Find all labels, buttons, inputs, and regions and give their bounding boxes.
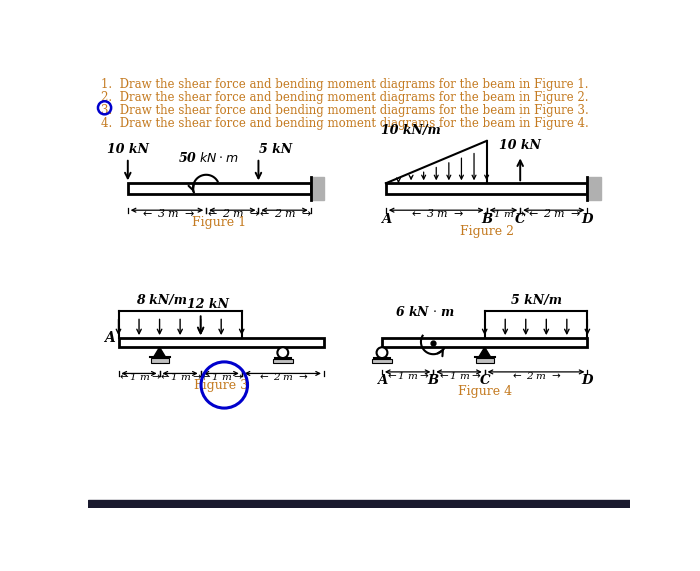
Text: $\leftarrow$ 3 m $\rightarrow$: $\leftarrow$ 3 m $\rightarrow$ (409, 207, 463, 219)
Bar (587, 177, 601, 200)
Text: $\leftarrow$ 3 m $\rightarrow$: $\leftarrow$ 3 m $\rightarrow$ (139, 207, 195, 219)
Text: $\leftarrow$1 m$\rightarrow$: $\leftarrow$1 m$\rightarrow$ (199, 371, 244, 383)
Text: D: D (582, 214, 593, 226)
Circle shape (377, 347, 387, 358)
Bar (382, 338, 587, 347)
Bar (88, 501, 630, 508)
Text: $\leftarrow$1 m$\rightarrow$: $\leftarrow$1 m$\rightarrow$ (437, 370, 482, 381)
Text: D: D (582, 374, 593, 387)
Bar (386, 183, 587, 194)
Text: 10 kN: 10 kN (107, 143, 148, 156)
Bar (118, 338, 324, 347)
Bar (311, 177, 324, 200)
Text: C: C (515, 214, 526, 226)
Text: A: A (377, 374, 387, 387)
Polygon shape (153, 347, 166, 357)
Bar (273, 359, 293, 363)
Text: 3.  Draw the shear force and bending moment diagrams for the beam in Figure 3.: 3. Draw the shear force and bending mome… (102, 104, 589, 117)
Text: Figure 2: Figure 2 (460, 225, 514, 238)
Text: $\leftarrow$ 2 m $\rightarrow$: $\leftarrow$ 2 m $\rightarrow$ (257, 371, 309, 383)
Text: $\leftarrow$ 2 m $\rightarrow$: $\leftarrow$ 2 m $\rightarrow$ (526, 207, 581, 219)
Text: Figure 1: Figure 1 (193, 216, 246, 228)
Text: 6 kN $\cdot$ m: 6 kN $\cdot$ m (395, 305, 456, 319)
Text: A: A (104, 331, 115, 345)
Text: 4.  Draw the shear force and bending moment diagrams for the beam in Figure 4.: 4. Draw the shear force and bending mome… (102, 117, 589, 130)
Text: 8 kN/m: 8 kN/m (136, 294, 187, 307)
Text: 5 kN/m: 5 kN/m (510, 294, 561, 307)
Text: $\leftarrow$ 2 m $\rightarrow$: $\leftarrow$ 2 m $\rightarrow$ (205, 207, 260, 219)
Text: B: B (428, 374, 439, 387)
Text: B: B (481, 214, 492, 226)
Text: $\leftarrow$1 m$\rightarrow$: $\leftarrow$1 m$\rightarrow$ (158, 371, 202, 383)
Text: 2.  Draw the shear force and bending moment diagrams for the beam in Figure 2.: 2. Draw the shear force and bending mome… (102, 91, 589, 104)
Text: $\leftarrow$ 2 m $\rightarrow$: $\leftarrow$ 2 m $\rightarrow$ (257, 207, 312, 219)
Text: $\leftarrow$1 m$\rightarrow$: $\leftarrow$1 m$\rightarrow$ (385, 370, 430, 381)
Bar (128, 183, 311, 194)
Bar (372, 359, 392, 363)
Text: Figure 4: Figure 4 (458, 385, 512, 398)
Text: 5 kN: 5 kN (259, 143, 292, 156)
Text: Figure 3: Figure 3 (194, 379, 248, 392)
Text: 12 kN: 12 kN (188, 298, 230, 311)
Text: 1.  Draw the shear force and bending moment diagrams for the beam in Figure 1.: 1. Draw the shear force and bending mome… (102, 78, 589, 91)
Bar (475, 358, 493, 363)
Circle shape (277, 347, 288, 358)
Text: 10 kN: 10 kN (499, 139, 541, 151)
Text: 50 $kN \cdot m$: 50 $kN \cdot m$ (178, 151, 239, 166)
Polygon shape (479, 347, 491, 357)
Text: A: A (381, 214, 391, 226)
Text: $\leftarrow$1 m$\rightarrow$: $\leftarrow$1 m$\rightarrow$ (481, 208, 526, 219)
Text: 10 kN/m: 10 kN/m (382, 124, 441, 137)
Text: $\leftarrow$1 m$\rightarrow$: $\leftarrow$1 m$\rightarrow$ (117, 371, 162, 383)
Text: C: C (480, 374, 490, 387)
Text: $\leftarrow$ 2 m $\rightarrow$: $\leftarrow$ 2 m $\rightarrow$ (510, 370, 561, 381)
Bar (150, 358, 169, 363)
